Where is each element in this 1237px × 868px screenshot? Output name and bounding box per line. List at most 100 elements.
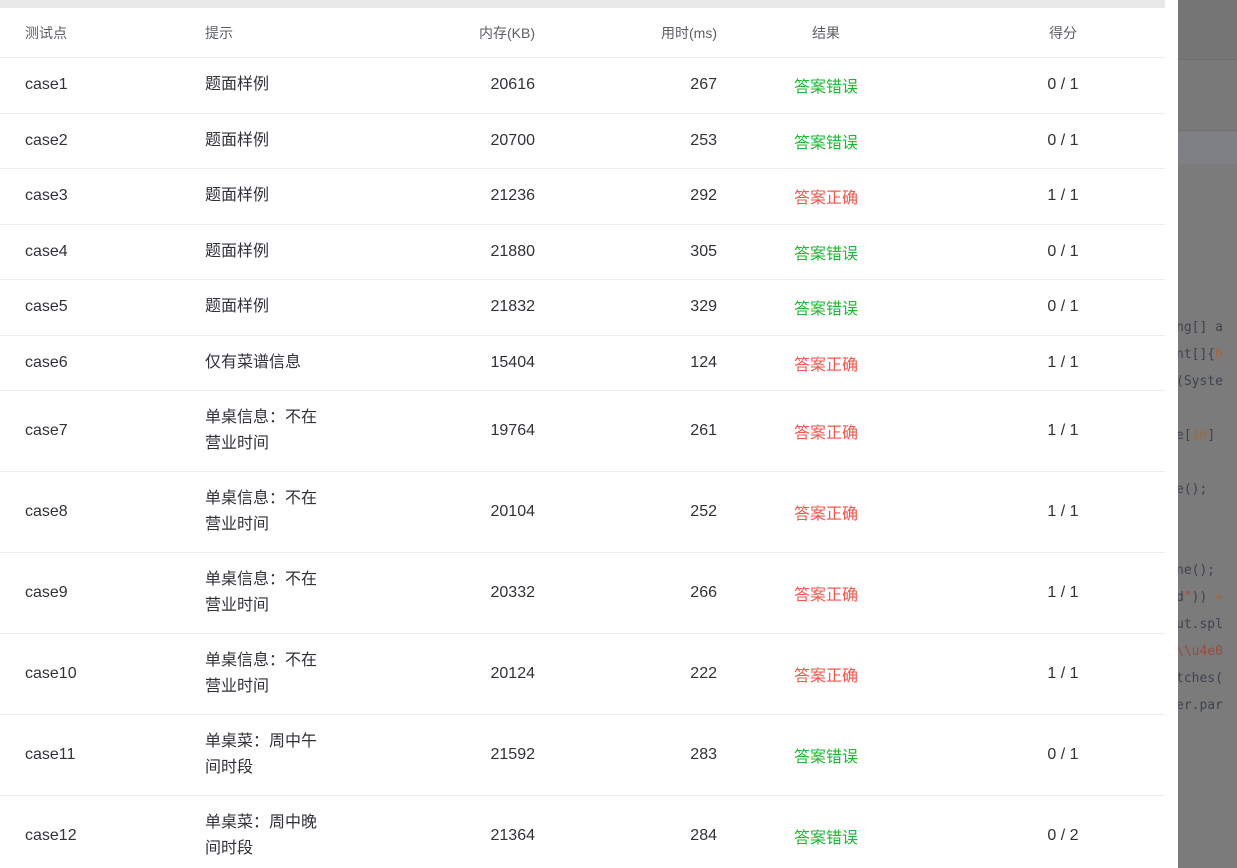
col-header-score: 得分 — [1049, 24, 1077, 41]
time-cell: 124 — [690, 353, 717, 371]
score-cell: 1 / 1 — [1047, 503, 1079, 520]
hint-cell: 单桌信息：不在 营业时间 — [205, 652, 318, 695]
code-line: d")) + — [1178, 590, 1223, 605]
score-cell: 1 / 1 — [1047, 584, 1079, 601]
memory-cell: 15404 — [490, 353, 536, 371]
code-line — [1178, 395, 1223, 422]
result-cell: 答案错误 — [793, 830, 858, 847]
code-line: (Syste — [1178, 374, 1223, 389]
hint-cell: 单桌信息：不在 营业时间 — [205, 490, 318, 533]
code-line: nt[]{0 — [1178, 347, 1223, 362]
table-body: case1 题面样例 20616 267 答案错误 0 / 1 case2 题面样例 20700… — [0, 58, 1165, 868]
memory-cell: 20616 — [490, 76, 536, 94]
editor-toolbar-block — [1178, 0, 1237, 60]
memory-cell: 21236 — [490, 187, 536, 205]
code-snippet: ng[] a nt[]{0 (Syste e[10] e(); ne(); d")) + ut… — [1178, 314, 1223, 719]
code-line: ut.spl — [1178, 617, 1223, 632]
case-cell: case10 — [25, 665, 77, 682]
case-cell: case6 — [25, 353, 68, 371]
table-row: case2 题面样例 20700 253 答案错误 0 / 1 — [0, 114, 1165, 169]
hint-cell: 题面样例 — [205, 131, 270, 149]
memory-cell: 21592 — [490, 746, 536, 763]
window-gutter — [1165, 0, 1178, 868]
memory-cell: 21832 — [490, 298, 536, 316]
hint-cell: 单桌信息：不在 营业时间 — [205, 409, 318, 452]
time-cell: 292 — [690, 187, 717, 205]
case-cell: case1 — [25, 76, 68, 94]
result-cell: 答案错误 — [793, 134, 858, 152]
case-cell: case5 — [25, 298, 68, 316]
table-row: case4 题面样例 21880 305 答案错误 0 / 1 — [0, 225, 1165, 280]
memory-cell: 20332 — [490, 584, 536, 601]
result-cell: 答案错误 — [793, 301, 858, 319]
score-cell: 0 / 1 — [1047, 131, 1079, 149]
case-cell: case8 — [25, 503, 68, 520]
result-cell: 答案正确 — [793, 190, 858, 208]
code-line: \\u4e0 — [1178, 644, 1223, 659]
result-cell: 答案正确 — [793, 506, 858, 523]
hint-cell: 单桌信息：不在 营业时间 — [205, 571, 318, 614]
editor-tab-block — [1178, 61, 1237, 131]
score-cell: 0 / 1 — [1047, 76, 1079, 94]
table-row: case1 题面样例 20616 267 答案错误 0 / 1 — [0, 58, 1165, 114]
case-cell: case4 — [25, 242, 68, 260]
code-line: tches( — [1178, 671, 1223, 686]
hint-cell: 仅有菜谱信息 — [205, 353, 302, 371]
case-cell: case11 — [25, 746, 76, 763]
code-line — [1178, 449, 1223, 476]
results-table[interactable]: 测试点 提示 内存(KB) 用时(ms) 结果 得分 case1 题面样例 2061… — [0, 0, 1165, 868]
table-row: case7 单桌信息：不在 营业时间 19764 261 答案正确 1 / 1 — [0, 391, 1165, 472]
time-cell: 305 — [690, 242, 717, 260]
table-row: case11 单桌菜：周中午 间时段 21592 283 答案错误 0 / 1 — [0, 715, 1165, 796]
time-cell: 284 — [690, 827, 717, 844]
result-cell: 答案错误 — [793, 749, 858, 766]
memory-cell: 20700 — [490, 131, 536, 149]
memory-cell: 21880 — [490, 242, 536, 260]
memory-cell: 20104 — [490, 503, 536, 520]
table-row: case3 题面样例 21236 292 答案正确 1 / 1 — [0, 169, 1165, 225]
col-header-result: 结果 — [812, 24, 840, 41]
col-header-time: 用时(ms) — [661, 24, 717, 41]
case-cell: case2 — [25, 131, 68, 149]
memory-cell: 19764 — [490, 422, 536, 439]
editor-highlight-band — [1178, 132, 1237, 164]
score-cell: 0 / 1 — [1047, 242, 1079, 260]
hint-cell: 题面样例 — [205, 242, 270, 260]
hint-cell: 单桌菜：周中晚 间时段 — [205, 814, 318, 857]
table-row: case6 仅有菜谱信息 15404 124 答案正确 1 / 1 — [0, 336, 1165, 391]
result-cell: 答案错误 — [793, 245, 858, 263]
case-cell: case12 — [25, 827, 77, 844]
score-cell: 0 / 1 — [1047, 746, 1079, 763]
col-header-memory: 内存(KB) — [479, 24, 535, 41]
score-cell: 1 / 1 — [1047, 187, 1079, 205]
score-cell: 0 / 2 — [1047, 827, 1079, 844]
code-line — [1178, 530, 1223, 557]
code-line — [1178, 503, 1223, 530]
code-line: ng[] a — [1178, 320, 1223, 335]
result-cell: 答案正确 — [793, 587, 858, 604]
result-cell: 答案正确 — [793, 356, 858, 374]
table-row: case8 单桌信息：不在 营业时间 20104 252 答案正确 1 / 1 — [0, 472, 1165, 553]
hint-cell: 题面样例 — [205, 76, 270, 94]
time-cell: 329 — [690, 298, 717, 316]
background-code-panel: ng[] a nt[]{0 (Syste e[10] e(); ne(); d")) + ut… — [1178, 0, 1237, 868]
code-line: e[10] — [1178, 428, 1216, 443]
score-cell: 1 / 1 — [1047, 353, 1079, 371]
table-row: case12 单桌菜：周中晚 间时段 21364 284 答案错误 0 / 2 — [0, 796, 1165, 868]
hint-cell: 题面样例 — [205, 298, 270, 316]
result-cell: 答案错误 — [793, 79, 858, 97]
code-line: ne(); — [1178, 563, 1216, 578]
col-header-hint: 提示 — [205, 24, 233, 41]
table-row: case5 题面样例 21832 329 答案错误 0 / 1 — [0, 280, 1165, 336]
time-cell: 222 — [690, 665, 717, 682]
table-row: case10 单桌信息：不在 营业时间 20124 222 答案正确 1 / 1 — [0, 634, 1165, 715]
code-line: e(); — [1178, 482, 1208, 497]
score-cell: 1 / 1 — [1047, 665, 1079, 682]
code-line: er.par — [1178, 698, 1223, 713]
memory-cell: 21364 — [490, 827, 536, 844]
score-cell: 1 / 1 — [1047, 422, 1079, 439]
memory-cell: 20124 — [490, 665, 536, 682]
result-cell: 答案正确 — [793, 425, 858, 442]
col-header-testpoint: 测试点 — [25, 24, 67, 41]
